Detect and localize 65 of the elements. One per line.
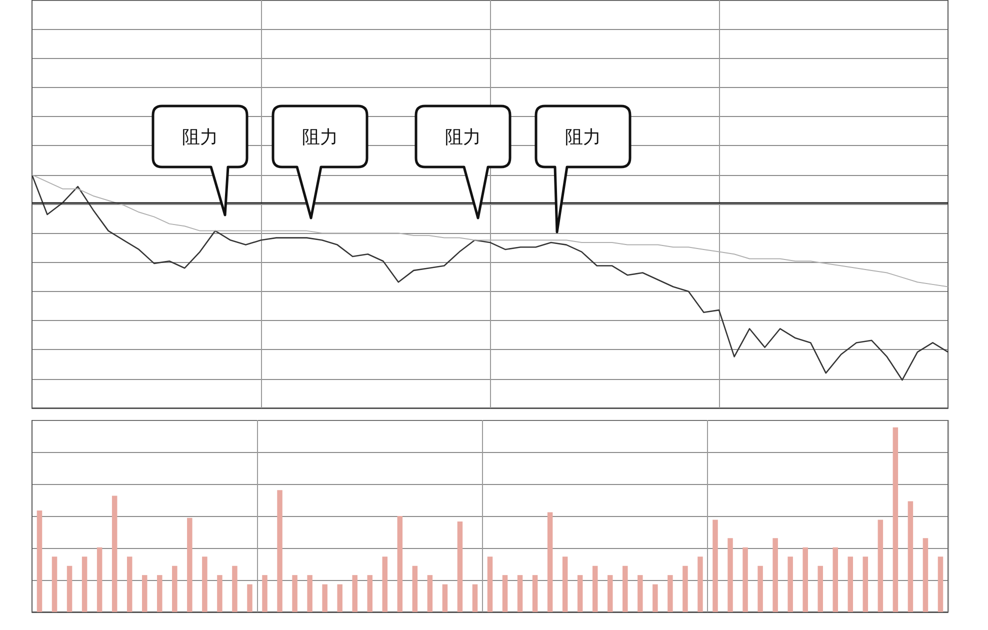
bar bbox=[818, 566, 823, 612]
bar bbox=[502, 575, 508, 612]
bar bbox=[772, 538, 778, 612]
text: 阻力 bbox=[301, 126, 339, 150]
bar bbox=[412, 566, 418, 612]
bar bbox=[622, 566, 628, 612]
bar bbox=[878, 520, 884, 612]
bar bbox=[307, 575, 312, 612]
bar bbox=[638, 575, 643, 612]
bar bbox=[322, 584, 328, 612]
bar bbox=[66, 566, 72, 612]
bar bbox=[367, 575, 372, 612]
bar bbox=[742, 547, 748, 612]
bar bbox=[472, 584, 478, 612]
bar bbox=[487, 556, 493, 612]
bar bbox=[848, 556, 854, 612]
bar bbox=[608, 575, 613, 612]
bar bbox=[217, 575, 222, 612]
bar bbox=[232, 566, 238, 612]
bar bbox=[532, 575, 538, 612]
bar bbox=[427, 575, 433, 612]
bar bbox=[172, 566, 178, 612]
bar bbox=[157, 575, 162, 612]
bar bbox=[292, 575, 298, 612]
bar bbox=[112, 496, 118, 612]
bar bbox=[668, 575, 673, 612]
text: 阻力 bbox=[444, 126, 482, 150]
text: 阻力 bbox=[564, 126, 602, 150]
bar bbox=[758, 566, 763, 612]
bar bbox=[82, 556, 88, 612]
bar bbox=[892, 427, 898, 612]
bar bbox=[682, 566, 688, 612]
bar bbox=[517, 575, 523, 612]
bar bbox=[382, 556, 388, 612]
bar bbox=[262, 575, 268, 612]
bar bbox=[832, 547, 838, 612]
bar bbox=[277, 490, 282, 612]
bar bbox=[202, 556, 208, 612]
bar bbox=[142, 575, 148, 612]
text: 阻力 bbox=[181, 126, 219, 150]
bar bbox=[397, 516, 403, 612]
bar bbox=[592, 566, 598, 612]
bar bbox=[126, 556, 132, 612]
bar bbox=[577, 575, 583, 612]
bar bbox=[337, 584, 342, 612]
bar bbox=[52, 556, 58, 612]
bar bbox=[187, 518, 192, 612]
bar bbox=[352, 575, 358, 612]
bar bbox=[698, 556, 703, 612]
bar bbox=[862, 556, 868, 612]
bar bbox=[922, 538, 928, 612]
bar bbox=[547, 512, 553, 612]
bar bbox=[652, 584, 658, 612]
bar bbox=[788, 556, 793, 612]
bar bbox=[728, 538, 733, 612]
bar bbox=[802, 547, 808, 612]
bar bbox=[36, 510, 42, 612]
bar bbox=[96, 547, 102, 612]
bar bbox=[562, 556, 568, 612]
bar bbox=[442, 584, 448, 612]
bar bbox=[247, 584, 252, 612]
bar bbox=[712, 520, 718, 612]
bar bbox=[938, 556, 944, 612]
bar bbox=[457, 522, 463, 612]
bar bbox=[908, 501, 914, 612]
